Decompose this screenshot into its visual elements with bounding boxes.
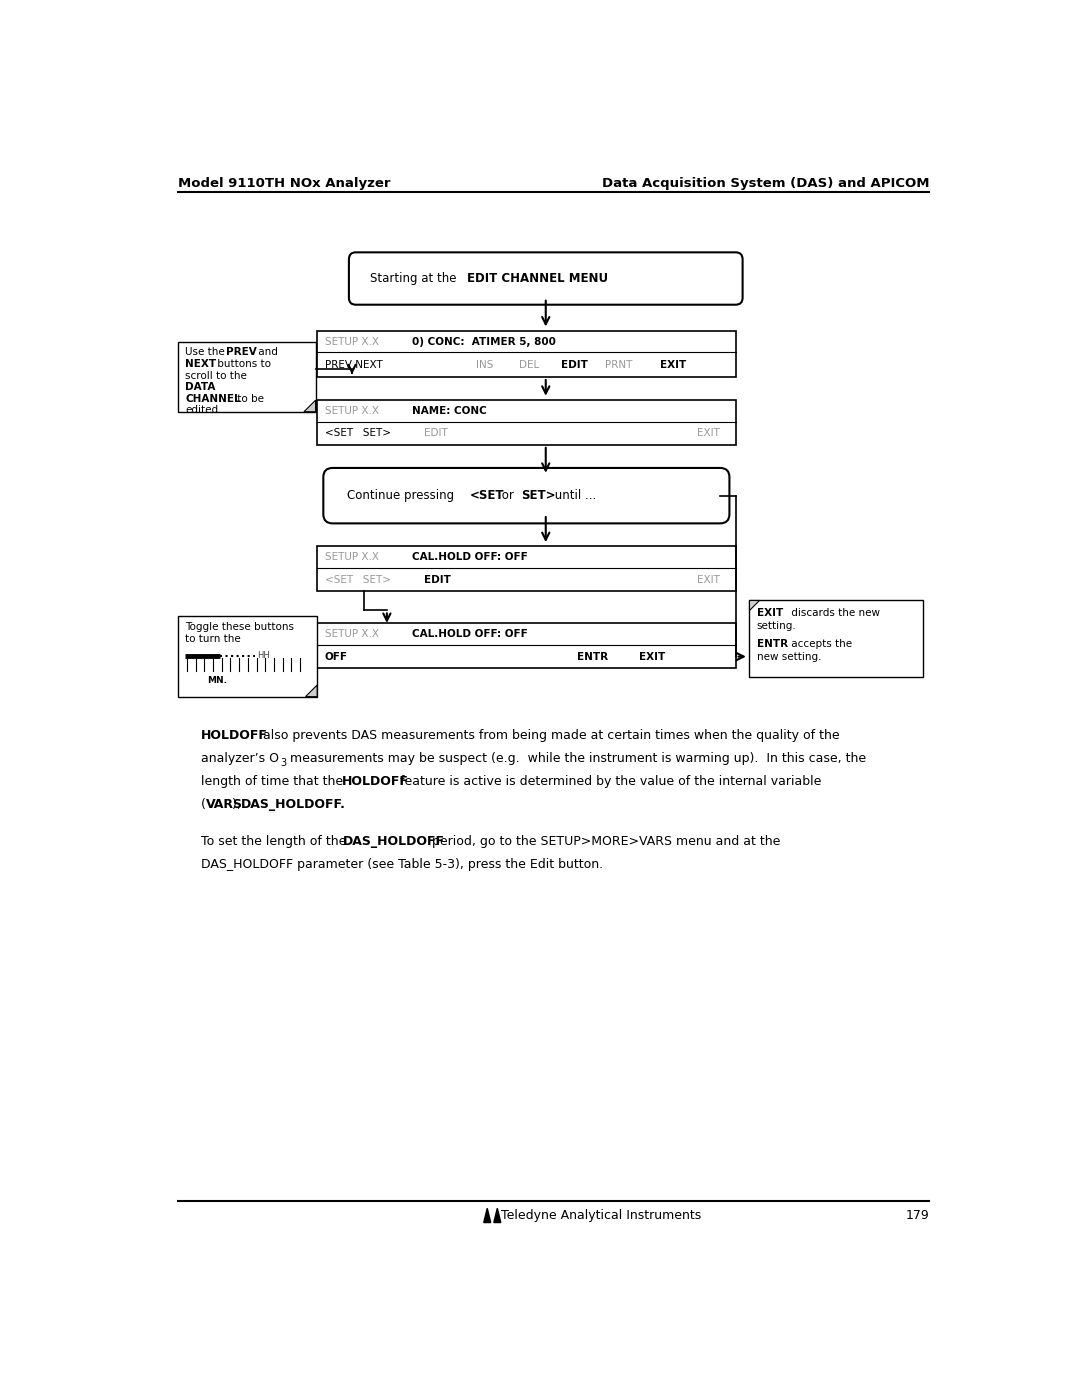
Text: HH: HH <box>257 651 269 659</box>
Text: accepts the: accepts the <box>787 638 852 648</box>
Text: feature is active is determined by the value of the internal variable: feature is active is determined by the v… <box>396 775 822 788</box>
FancyBboxPatch shape <box>349 253 743 305</box>
Text: discards the new: discards the new <box>787 608 879 617</box>
Text: PREV: PREV <box>227 348 257 358</box>
Text: <SET   SET>: <SET SET> <box>325 574 391 584</box>
Text: VARS: VARS <box>206 798 243 810</box>
Text: Starting at the: Starting at the <box>369 272 460 285</box>
Text: EDIT CHANNEL MENU: EDIT CHANNEL MENU <box>468 272 609 285</box>
Bar <box>318 400 735 444</box>
Text: new setting.: new setting. <box>757 651 821 662</box>
Bar <box>318 546 735 591</box>
Text: CAL.HOLD OFF: OFF: CAL.HOLD OFF: OFF <box>411 552 527 562</box>
Text: SETUP X.X: SETUP X.X <box>325 407 379 416</box>
Text: SET>: SET> <box>521 489 555 502</box>
Bar <box>318 331 735 377</box>
Text: scroll to the: scroll to the <box>186 370 251 380</box>
Text: DEL: DEL <box>518 360 539 370</box>
Bar <box>177 616 318 697</box>
Text: DAS_HOLDOFF: DAS_HOLDOFF <box>342 835 445 848</box>
Text: SETUP X.X: SETUP X.X <box>325 337 379 346</box>
Text: To set the length of the: To set the length of the <box>201 835 350 848</box>
Text: Use the: Use the <box>186 348 228 358</box>
Text: SETUP X.X: SETUP X.X <box>325 552 379 562</box>
Text: to be: to be <box>234 394 265 404</box>
Text: MN.: MN. <box>207 676 227 685</box>
Text: 3: 3 <box>281 757 286 768</box>
Text: 0) CONC:  ATIMER 5, 800: 0) CONC: ATIMER 5, 800 <box>411 337 555 346</box>
Polygon shape <box>494 1208 501 1222</box>
Text: EDIT: EDIT <box>424 429 448 439</box>
Text: Continue pressing: Continue pressing <box>347 489 458 502</box>
Text: EXIT: EXIT <box>697 574 719 584</box>
Text: EXIT: EXIT <box>697 429 719 439</box>
Text: Teledyne Analytical Instruments: Teledyne Analytical Instruments <box>501 1210 701 1222</box>
Text: INS: INS <box>476 360 494 370</box>
Text: <SET: <SET <box>470 489 504 502</box>
Bar <box>177 342 315 412</box>
Text: EDIT: EDIT <box>424 574 451 584</box>
FancyBboxPatch shape <box>323 468 729 524</box>
Text: period, go to the SETUP>MORE>VARS menu and at the: period, go to the SETUP>MORE>VARS menu a… <box>428 835 781 848</box>
Text: and: and <box>255 348 278 358</box>
Polygon shape <box>303 400 315 412</box>
Text: SETUP X.X: SETUP X.X <box>325 629 379 640</box>
Text: HOLDOFF: HOLDOFF <box>342 775 409 788</box>
Text: PREV NEXT: PREV NEXT <box>325 360 382 370</box>
Text: ),: ), <box>232 798 245 810</box>
Text: edited.: edited. <box>186 405 221 415</box>
Text: <SET   SET>: <SET SET> <box>325 429 391 439</box>
Text: EXIT: EXIT <box>660 360 686 370</box>
Bar <box>318 623 735 668</box>
Text: EXIT: EXIT <box>757 608 783 617</box>
Text: PRNT: PRNT <box>606 360 633 370</box>
Bar <box>748 601 923 678</box>
Text: CHANNEL: CHANNEL <box>186 394 241 404</box>
Polygon shape <box>748 601 759 610</box>
Text: also prevents DAS measurements from being made at certain times when the quality: also prevents DAS measurements from bein… <box>258 729 839 742</box>
Text: ENTR: ENTR <box>577 651 608 662</box>
Text: measurements may be suspect (e.g.  while the instrument is warming up).  In this: measurements may be suspect (e.g. while … <box>286 752 866 764</box>
Text: buttons to: buttons to <box>214 359 271 369</box>
Text: NAME: CONC: NAME: CONC <box>411 407 486 416</box>
Text: DATA: DATA <box>186 383 216 393</box>
Text: Model 9110TH NOx Analyzer: Model 9110TH NOx Analyzer <box>177 176 390 190</box>
Text: length of time that the: length of time that the <box>201 775 347 788</box>
Polygon shape <box>306 685 318 697</box>
Text: (: ( <box>201 798 206 810</box>
Text: Toggle these buttons: Toggle these buttons <box>186 622 295 633</box>
Text: to turn the: to turn the <box>186 634 241 644</box>
Text: EDIT: EDIT <box>562 360 589 370</box>
Polygon shape <box>484 1208 490 1222</box>
Text: OFF: OFF <box>325 651 348 662</box>
Text: until ...: until ... <box>551 489 596 502</box>
Text: HOLDOFF: HOLDOFF <box>201 729 268 742</box>
Text: DAS_HOLDOFF.: DAS_HOLDOFF. <box>241 798 346 810</box>
Text: CAL.HOLD OFF: OFF: CAL.HOLD OFF: OFF <box>411 629 527 640</box>
Text: Data Acquisition System (DAS) and APICOM: Data Acquisition System (DAS) and APICOM <box>602 176 930 190</box>
Text: 179: 179 <box>906 1210 930 1222</box>
Text: or: or <box>499 489 518 502</box>
Text: ENTR: ENTR <box>757 638 787 648</box>
Text: DAS_HOLDOFF parameter (see Table 5-3), press the Edit button.: DAS_HOLDOFF parameter (see Table 5-3), p… <box>201 858 603 870</box>
Text: setting.: setting. <box>757 620 796 631</box>
Text: NEXT: NEXT <box>186 359 216 369</box>
Text: analyzer’s O: analyzer’s O <box>201 752 279 764</box>
Text: EXIT: EXIT <box>638 651 665 662</box>
